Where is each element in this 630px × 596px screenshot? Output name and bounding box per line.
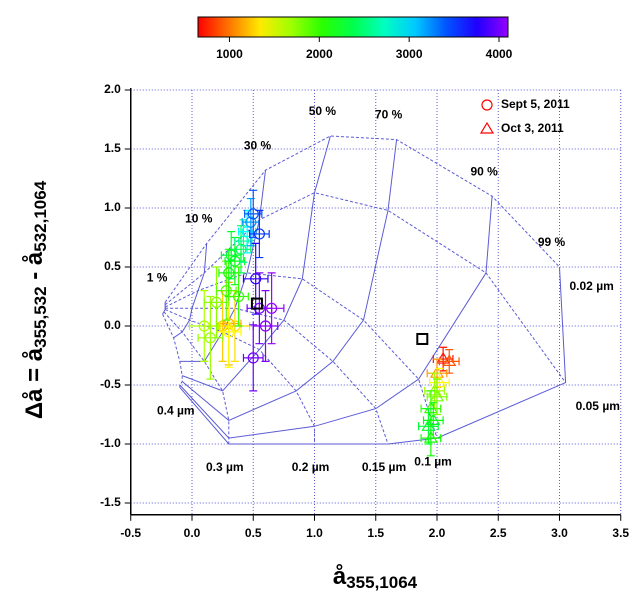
x-tick-label: 2.0	[429, 526, 446, 540]
fraction-curve	[179, 266, 567, 445]
radius-curve	[164, 309, 315, 444]
colorbar-tick-label: 3000	[396, 47, 423, 61]
error-bar-x	[248, 229, 270, 238]
error-bar-x	[215, 286, 237, 295]
radius-label: 0.05 µm	[576, 399, 620, 413]
data-point	[198, 320, 210, 332]
error-bar-x	[228, 292, 249, 301]
data-point	[210, 296, 223, 308]
fraction-label: 90 %	[470, 164, 498, 178]
data-point	[423, 430, 438, 443]
colorbar	[197, 16, 509, 38]
data-point	[223, 267, 235, 279]
data-point	[229, 255, 241, 267]
error-bar-x	[418, 422, 439, 431]
legend-label: Oct 3, 2011	[501, 121, 564, 135]
data-point	[442, 354, 457, 366]
data-point	[237, 235, 250, 247]
radius-curve	[164, 135, 560, 303]
radius-label: 0.1 µm	[414, 454, 452, 468]
fraction-label: 10 %	[185, 212, 213, 226]
y-tick-label: 0.0	[104, 318, 121, 332]
data-point	[247, 208, 259, 220]
y-tick-label: 0.5	[104, 259, 121, 273]
colorbar-tick-label: 2000	[306, 47, 333, 61]
fraction-label: 1 %	[147, 271, 168, 285]
fraction-curve	[179, 196, 493, 439]
data-point	[259, 320, 272, 332]
radius-label: 0.15 µm	[362, 460, 406, 474]
legend-marker	[479, 121, 495, 134]
x-tick-label: 0.0	[184, 526, 201, 540]
data-point	[245, 216, 257, 228]
error-bar-x	[426, 392, 448, 401]
x-tick-label: -0.5	[120, 526, 141, 540]
fraction-label: 70 %	[375, 108, 403, 122]
data-point	[266, 302, 278, 314]
data-point	[241, 226, 253, 238]
fraction-label: 30 %	[244, 138, 272, 152]
fraction-label: 99 %	[538, 235, 566, 249]
y-tick-label: -1.0	[100, 436, 121, 450]
radius-label: 0.3 µm	[206, 460, 244, 474]
x-tick-label: 3.0	[551, 526, 568, 540]
data-point	[426, 413, 441, 425]
data-point	[436, 351, 451, 364]
data-point	[250, 273, 262, 285]
error-bar-x	[429, 378, 450, 387]
colorbar-tick-label: 4000	[486, 47, 513, 61]
data-point	[429, 389, 445, 402]
fraction-curve	[162, 302, 166, 315]
error-bar-x	[242, 274, 269, 283]
x-axis-label: å355,1064	[333, 563, 418, 592]
error-bar-x	[220, 251, 242, 260]
x-tick-label: 2.5	[490, 526, 507, 540]
x-tick-label: 1.5	[367, 526, 384, 540]
data-point	[220, 285, 232, 297]
error-bar-x	[188, 322, 220, 330]
y-tick-label: -1.5	[100, 495, 121, 509]
fraction-curve	[182, 135, 331, 392]
fraction-curve	[181, 139, 398, 421]
data-point	[253, 228, 265, 240]
y-tick-label: 1.5	[104, 141, 121, 155]
legend-marker	[481, 99, 493, 111]
square-marker	[250, 297, 263, 310]
y-tick-label: 1.0	[104, 200, 121, 214]
square-marker	[416, 332, 429, 345]
data-point	[225, 249, 237, 261]
radius-label: 0.4 µm	[157, 404, 195, 418]
fraction-label: 50 %	[309, 104, 337, 118]
radius-curve	[162, 313, 183, 388]
data-point	[247, 352, 259, 364]
error-bar-x	[420, 434, 442, 443]
x-tick-label: 3.5	[612, 526, 629, 540]
x-tick-label: 0.5	[245, 526, 262, 540]
y-tick-label: -0.5	[100, 377, 121, 391]
legend-label: Sept 5, 2011	[501, 97, 570, 111]
y-tick-label: 2.0	[104, 82, 121, 96]
data-point	[223, 326, 235, 338]
y-axis-label: Δå = å355,532 - å532,1064	[21, 180, 50, 419]
error-bar-x	[242, 353, 264, 362]
radius-label: 0.2 µm	[292, 460, 330, 474]
data-point	[232, 290, 245, 303]
fraction-curve	[173, 243, 208, 339]
radius-label: 0.02 µm	[570, 279, 614, 293]
x-tick-label: 1.0	[306, 526, 323, 540]
colorbar-tick-label: 1000	[216, 47, 243, 61]
